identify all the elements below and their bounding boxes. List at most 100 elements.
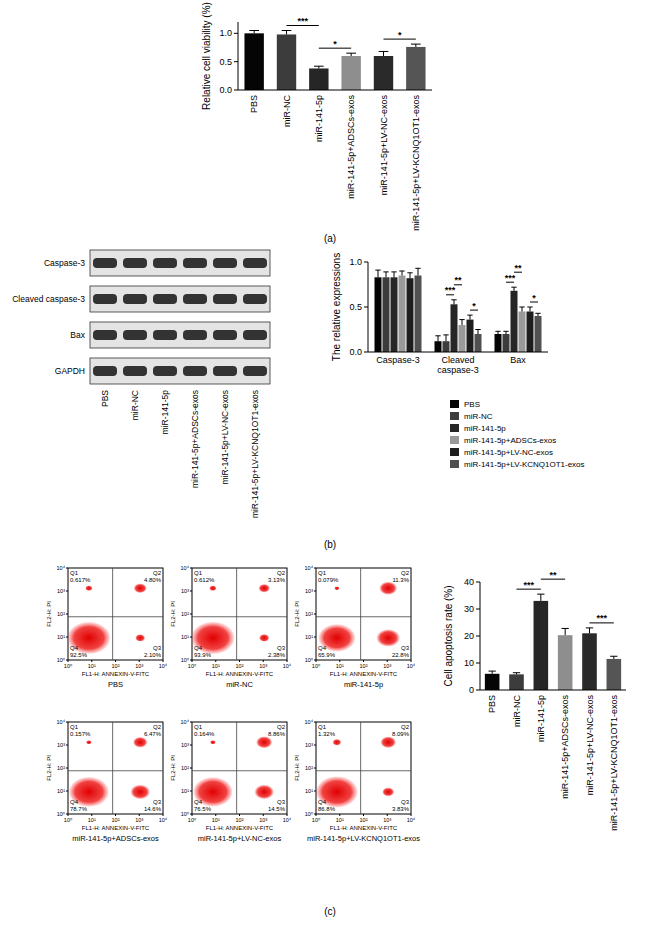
quadrant-value: 8.09% xyxy=(392,731,410,737)
error-cap xyxy=(415,268,420,269)
quadrant-name: Q1 xyxy=(194,570,203,576)
y-tick-label: 1.0 xyxy=(349,257,362,267)
error-line xyxy=(565,628,566,635)
y-tick-label: 10² xyxy=(57,611,65,617)
y-tick xyxy=(66,637,68,638)
error-cap xyxy=(489,671,496,672)
y-tick-label: 0.5 xyxy=(219,57,232,67)
error-bar xyxy=(379,51,389,56)
y-axis-label: FL2-H: PI xyxy=(46,755,52,781)
error-bar xyxy=(562,628,569,635)
flow-population xyxy=(259,584,270,592)
quadrant-value: 22.8% xyxy=(392,652,410,658)
x-tick xyxy=(363,660,364,662)
y-tick xyxy=(364,307,368,308)
error-bar xyxy=(610,656,617,659)
y-tick xyxy=(314,814,316,815)
y-tick xyxy=(66,791,68,792)
quadrant-value: 86.8% xyxy=(318,806,336,812)
y-tick-label: 10³ xyxy=(305,588,313,594)
error-cap xyxy=(391,271,396,272)
bar xyxy=(495,334,502,352)
y-tick-label: 30 xyxy=(464,604,474,614)
y-tick xyxy=(66,814,68,815)
gate-line xyxy=(236,568,237,660)
error-cap xyxy=(282,30,292,31)
flow-population xyxy=(86,740,92,744)
y-tick xyxy=(314,568,316,569)
legend-label: PBS xyxy=(464,400,480,409)
x-tick xyxy=(287,814,288,816)
error-cap xyxy=(383,271,388,272)
bar xyxy=(475,334,482,352)
y-tick xyxy=(66,568,68,569)
y-axis-label: Relative cell viability (%) xyxy=(201,2,212,110)
blot-row-label: GAPDH xyxy=(55,366,85,376)
panel-label: (a) xyxy=(324,233,336,244)
x-tick xyxy=(387,660,388,662)
x-axis-label: FL1-H: ANNEXIN-V-FITC xyxy=(330,825,398,831)
bar xyxy=(467,320,474,352)
x-tick-label: 10¹ xyxy=(336,817,344,823)
flow-population xyxy=(69,777,108,807)
bar xyxy=(459,325,466,352)
x-tick xyxy=(91,660,92,662)
y-tick-label: 1.0 xyxy=(219,28,232,38)
x-tick-label: Bax xyxy=(510,355,526,365)
y-tick-label: 10⁰ xyxy=(181,811,190,817)
y-tick-label: 10² xyxy=(305,611,313,617)
x-tick xyxy=(115,660,116,662)
sig-text: *** xyxy=(297,16,308,26)
error-cap xyxy=(503,331,508,332)
x-tick xyxy=(215,814,216,816)
x-tick-label: 10⁴ xyxy=(283,663,292,669)
quadrant-value: 3.13% xyxy=(268,577,286,583)
y-tick xyxy=(190,614,192,615)
x-tick-label: 10³ xyxy=(383,817,391,823)
y-tick xyxy=(66,722,68,723)
quadrant-value: 11.3% xyxy=(392,577,409,583)
x-tick-label: 10⁰ xyxy=(64,817,73,823)
quadrant-name: Q1 xyxy=(70,570,79,576)
x-tick-label: miR-141-5p xyxy=(536,695,546,742)
x-tick-label: 10⁴ xyxy=(283,817,292,823)
blot-band xyxy=(243,258,267,268)
error-bar xyxy=(407,273,412,278)
y-tick xyxy=(476,582,480,583)
gate-line xyxy=(112,722,113,814)
y-tick xyxy=(190,722,192,723)
flow-population xyxy=(131,785,150,799)
sig-text: * xyxy=(398,30,402,40)
x-tick xyxy=(263,660,264,662)
x-tick xyxy=(91,814,92,816)
y-axis-label: FL2-H: PI xyxy=(46,601,52,627)
error-cap xyxy=(379,51,389,52)
quadrant-value: 4.80% xyxy=(144,577,162,583)
label-line: caspase-3 xyxy=(437,365,479,375)
x-tick-label: 10¹ xyxy=(212,817,220,823)
error-bar xyxy=(249,31,259,34)
quadrant-name: Q2 xyxy=(401,570,410,576)
x-axis-label: FL1-H: ANNEXIN-V-FITC xyxy=(82,671,150,677)
x-tick-label: 10¹ xyxy=(336,663,344,669)
blot-band xyxy=(153,366,177,376)
panel-label: (b) xyxy=(324,539,336,550)
sig-text: *** xyxy=(505,273,516,283)
blot-row-label: Caspase-3 xyxy=(44,258,85,268)
error-bar xyxy=(519,307,524,312)
legend-swatch xyxy=(450,412,459,420)
y-tick-label: 10³ xyxy=(181,742,189,748)
gate-line xyxy=(360,568,361,660)
quadrant-name: Q1 xyxy=(318,724,327,730)
error-cap xyxy=(511,287,516,288)
flow-title: miR-141-5p+LV-KCNQ1OT1-exos xyxy=(307,834,420,843)
quadrant-value: 93.9% xyxy=(194,652,212,658)
x-tick xyxy=(263,814,264,816)
blot-band xyxy=(93,294,117,304)
blot-band xyxy=(153,330,177,340)
y-tick xyxy=(66,768,68,769)
y-tick-label: 10⁰ xyxy=(57,657,66,663)
y-tick xyxy=(190,745,192,746)
error-line xyxy=(286,31,287,35)
error-bar xyxy=(383,272,388,277)
